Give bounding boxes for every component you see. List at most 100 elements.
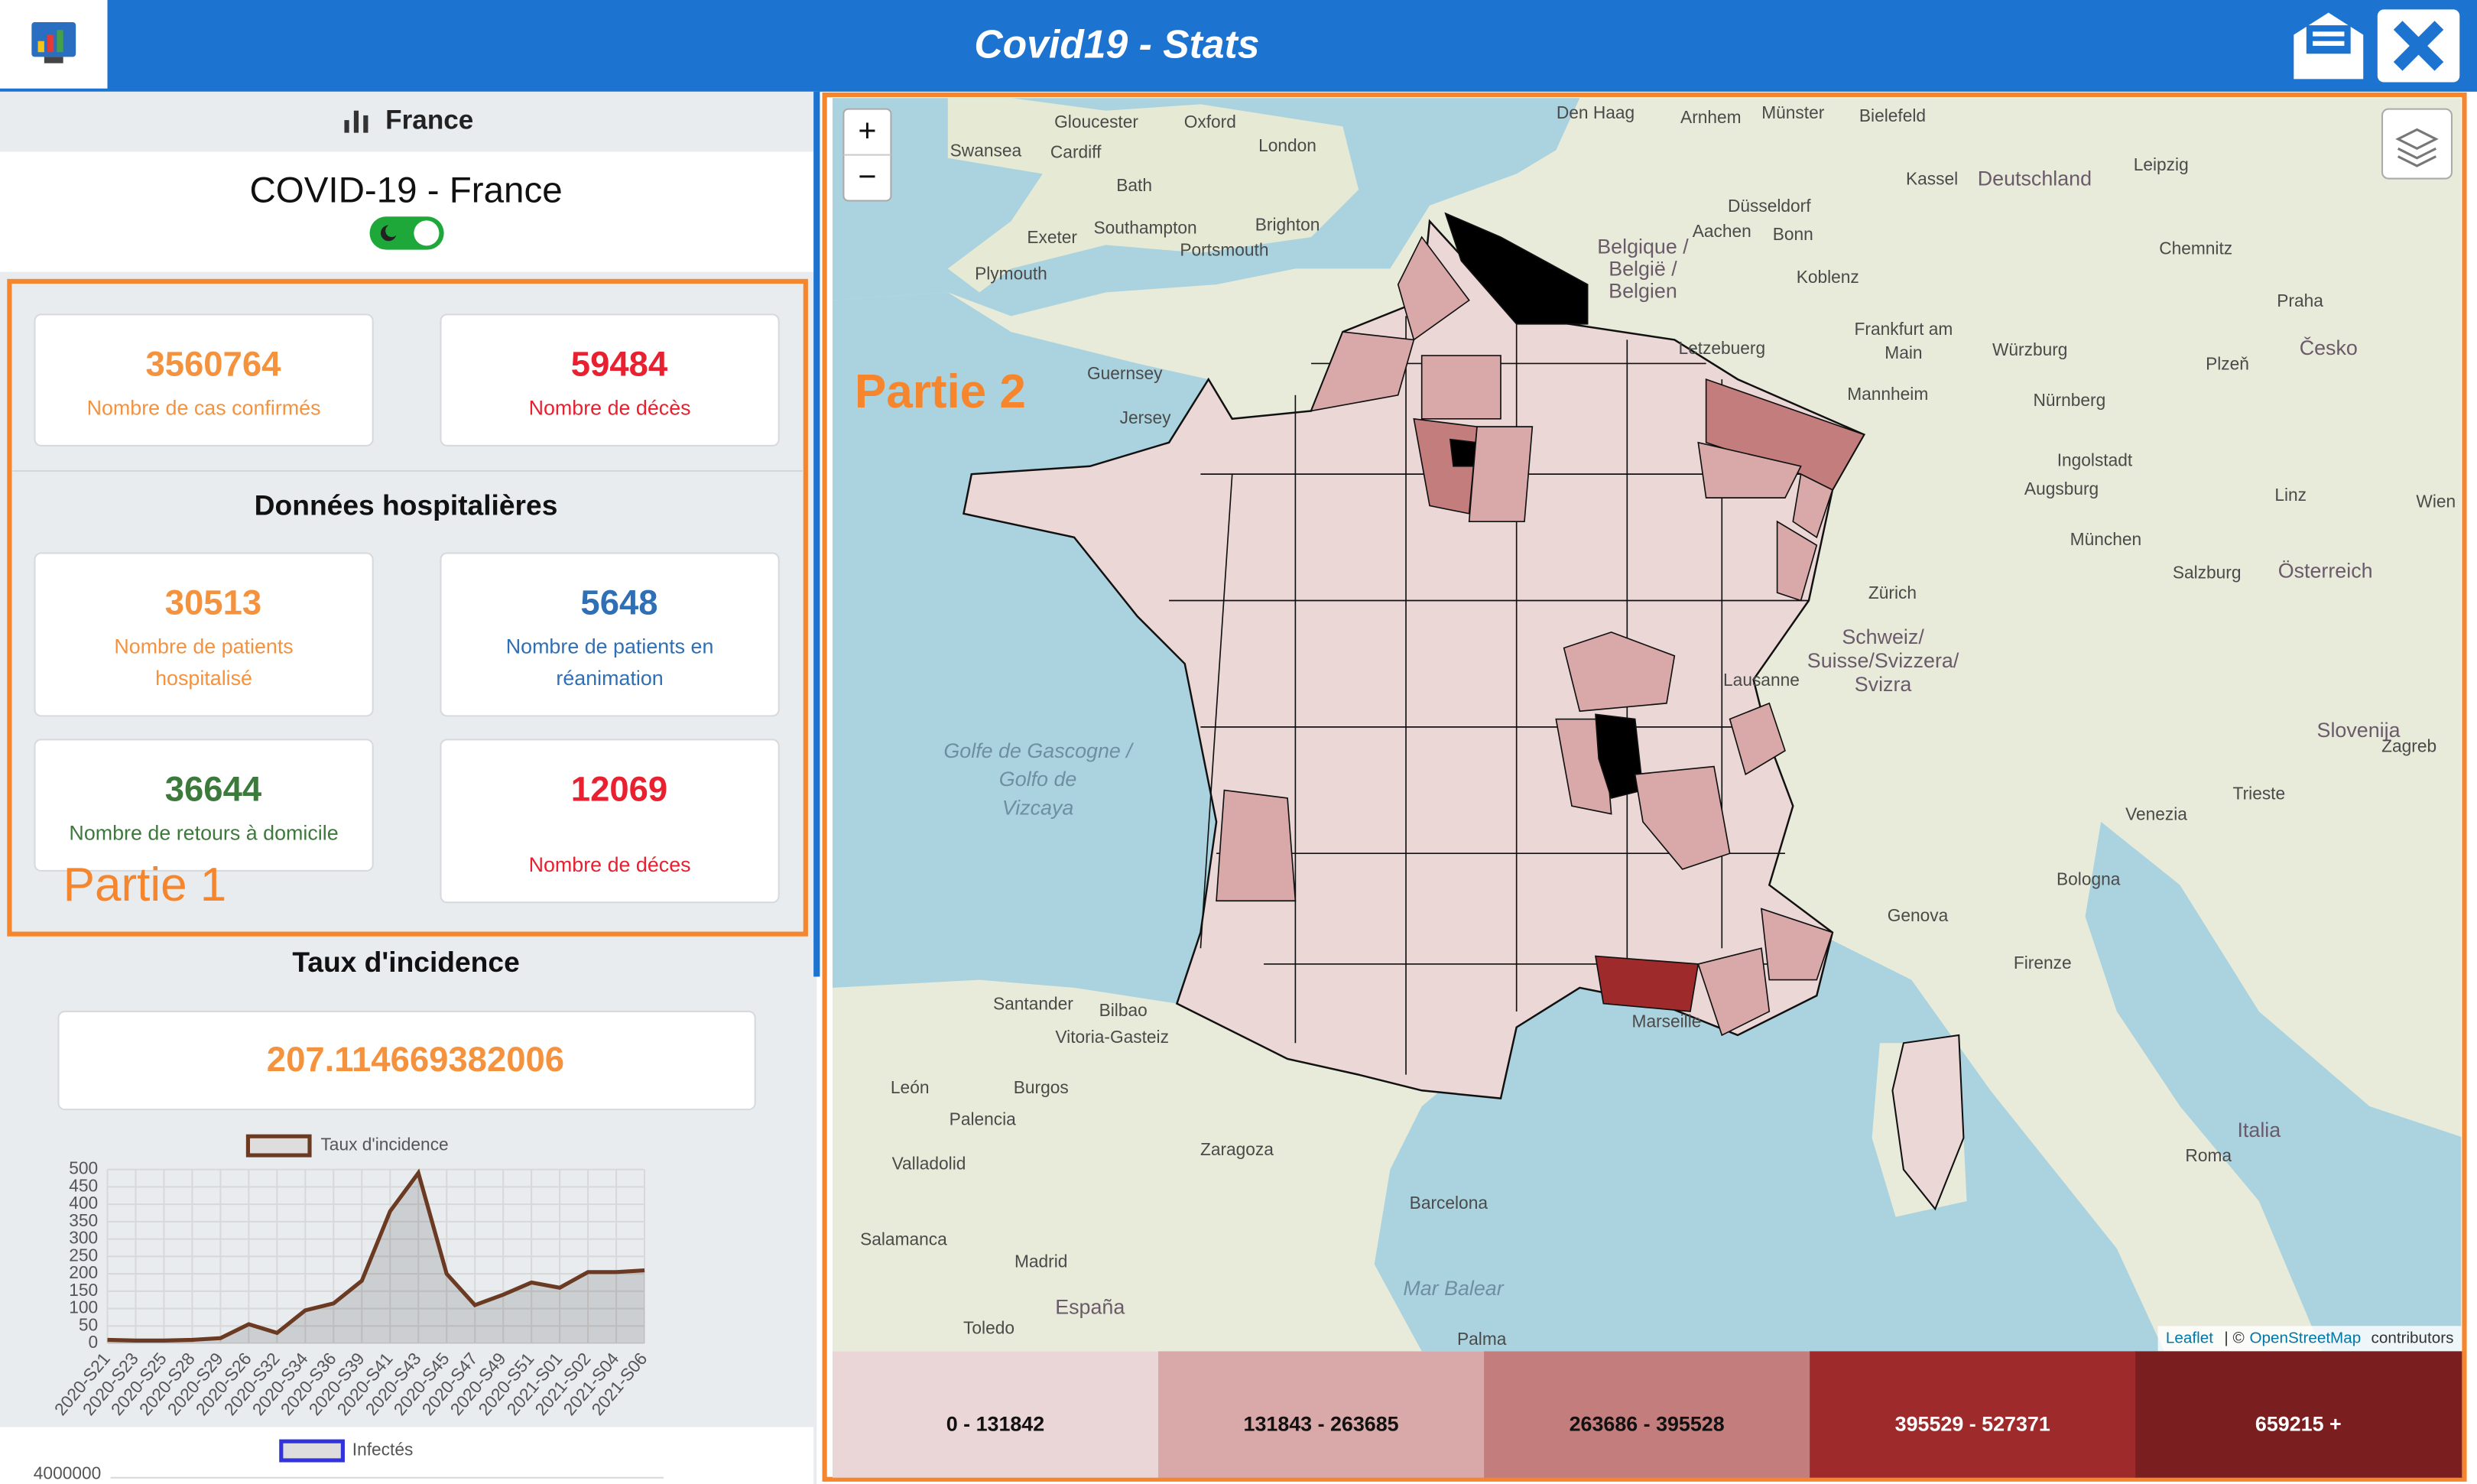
place-label: Bilbao (1099, 1000, 1148, 1020)
place-label: Frankfurt am (1855, 319, 1953, 339)
country-tab[interactable]: France (385, 105, 473, 135)
place-label: Kassel (1906, 169, 1958, 189)
place-label: Main (1885, 343, 1922, 362)
place-label: Golfe de Gascogne / (943, 739, 1134, 762)
place-label: Salamanca (860, 1229, 947, 1249)
legend-label: 659215 + (2255, 1413, 2342, 1436)
place-label: Exeter (1027, 227, 1077, 247)
place-label: Mannheim (1847, 384, 1928, 404)
place-label: Den Haag (1557, 102, 1635, 122)
map[interactable]: Den Haag Arnhem Münster Bielefeld Gloucester… (832, 98, 2465, 1352)
place-label: Arnhem (1680, 107, 1742, 127)
place-label: Münster (1761, 102, 1824, 122)
place-label: Plymouth (975, 264, 1047, 284)
place-label: Würzburg (1992, 339, 2067, 359)
layers-button[interactable] (2381, 108, 2453, 180)
place-label: Bologna (2057, 869, 2121, 888)
place-label: Cardiff (1050, 142, 1102, 162)
y-tick-label: 150 (69, 1280, 98, 1300)
part1-annotation: Partie 1 (63, 859, 227, 911)
place-label: Slovenija (2317, 719, 2401, 742)
place-label: Ingolstadt (2057, 450, 2133, 470)
legend-label: 131843 - 263685 (1244, 1413, 1399, 1436)
place-label: Gloucester (1054, 112, 1138, 132)
atlantic (832, 292, 1217, 1004)
legend-swatch (279, 1439, 345, 1463)
uk-land (947, 98, 1359, 293)
place-label: Lausanne (1723, 670, 1800, 690)
scrollbar[interactable] (813, 91, 820, 977)
zoom-out[interactable]: − (858, 158, 876, 193)
tab-icon (344, 110, 368, 133)
place-label: Burgos (1014, 1077, 1069, 1097)
part2-annotation: Partie 2 (855, 365, 1026, 418)
place-label: München (2070, 529, 2141, 549)
place-label: Roma (2185, 1145, 2232, 1165)
stat-card (440, 313, 780, 446)
adriatic (2085, 821, 2462, 1352)
app-logo[interactable] (0, 0, 108, 89)
y-tick-label: 500 (69, 1158, 98, 1178)
place-label: Bath (1116, 175, 1152, 195)
attribution-link[interactable]: Leaflet (2166, 1329, 2213, 1346)
place-label: Linz (2274, 485, 2307, 505)
y-tick-label: 350 (69, 1210, 98, 1230)
place-label: Golfo de (999, 768, 1077, 791)
place-label: Deutschland (1978, 167, 2092, 190)
place-label: Genova (1888, 905, 1949, 925)
legend-label: 263686 - 395528 (1570, 1413, 1725, 1436)
place-label: Plzeň (2206, 353, 2249, 373)
legend-swatch (245, 1134, 312, 1158)
legend-cell (1484, 1351, 1811, 1478)
attribution-box (2157, 1326, 2462, 1352)
stat-label: hospitalisé (155, 667, 252, 690)
mediterranean (1374, 940, 2164, 1352)
stat-value: 59484 (571, 345, 668, 384)
place-label: Firenze (2014, 953, 2072, 973)
incidence-line (107, 1168, 645, 1343)
place-label: Zaragoza (1200, 1139, 1274, 1159)
place-label: Aachen (1693, 221, 1751, 241)
incidence-title: Taux d'incidence (292, 946, 519, 978)
y-tick-label: 400 (69, 1193, 98, 1213)
legend-label: 0 - 131842 (946, 1413, 1044, 1436)
incidence-card (57, 1010, 756, 1111)
place-label: Zagreb (2381, 736, 2436, 756)
close-button[interactable] (2377, 9, 2460, 83)
place-label: Düsseldorf (1728, 196, 1811, 216)
place-label: Portsmouth (1180, 240, 1268, 260)
place-label: Brighton (1255, 215, 1320, 235)
place-label: Palma (1457, 1329, 1507, 1349)
stat-card (34, 552, 374, 717)
mail-button[interactable] (2294, 12, 2364, 80)
place-label: Zürich (1868, 583, 1917, 602)
attribution-link[interactable]: OpenStreetMap (2249, 1329, 2361, 1346)
y-tick-label: 250 (69, 1245, 98, 1265)
stat-label: réanimation (556, 667, 663, 690)
place-label: Vizcaya (1002, 796, 1074, 819)
place-label: Svizra (1855, 673, 1912, 696)
stat-value: 3560764 (145, 345, 281, 384)
zoom-in[interactable]: + (858, 113, 876, 148)
place-label: Praha (2277, 291, 2323, 310)
legend-label: 395529 - 527371 (1895, 1413, 2050, 1436)
place-label: León (891, 1077, 930, 1097)
theme-toggle[interactable] (369, 216, 444, 250)
stat-value: 36644 (165, 770, 262, 809)
stat-cards: 3560764 Nombre de cas confirmés 59484 Nombr… (34, 313, 780, 904)
legend-cell (1810, 1351, 2137, 1478)
place-label: Wien (2416, 491, 2456, 511)
y-tick-label: 300 (69, 1228, 98, 1248)
place-label: España (1055, 1296, 1125, 1319)
y-tick-label: 200 (69, 1262, 98, 1282)
map-labels: Den Haag Arnhem Münster Bielefeld Gloucester… (860, 102, 2456, 1349)
place-label: Guernsey (1087, 363, 1163, 383)
stat-card (34, 739, 374, 872)
place-label: Leipzig (2134, 154, 2189, 174)
corsica (1891, 1034, 1965, 1211)
place-label: Valladolid (892, 1153, 966, 1173)
stat-value: 30513 (165, 583, 261, 622)
stat-value: 12069 (571, 770, 667, 809)
stat-value: 5648 (580, 583, 657, 622)
